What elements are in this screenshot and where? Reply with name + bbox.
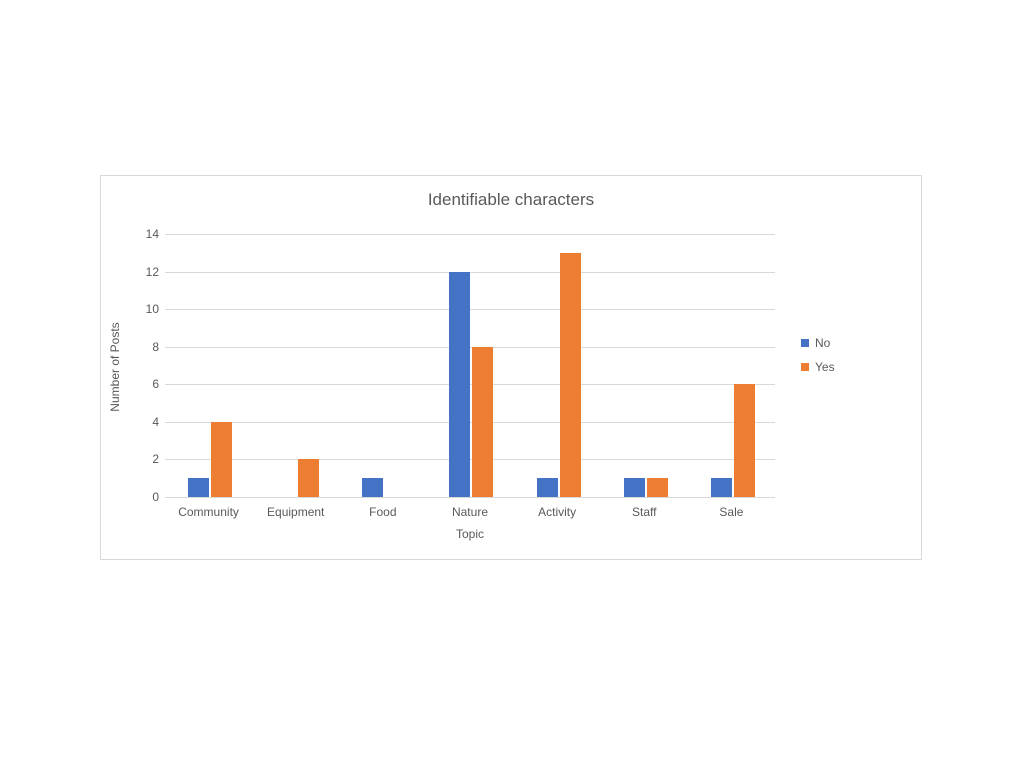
legend-item-no: No (801, 336, 835, 350)
gridline (165, 497, 775, 498)
x-tick-label: Staff (601, 505, 688, 519)
y-tick-label: 12 (129, 265, 159, 279)
bar-no (711, 478, 732, 497)
bar-yes (560, 253, 581, 497)
y-tick-label: 8 (129, 340, 159, 354)
bar-yes (734, 384, 755, 497)
bar-no (449, 272, 470, 497)
bar-no (624, 478, 645, 497)
bar-yes (647, 478, 668, 497)
y-axis-title: Number of Posts (108, 297, 122, 437)
bar-yes (298, 459, 319, 497)
chart-title: Identifiable characters (101, 190, 921, 210)
x-tick-label: Sale (688, 505, 775, 519)
legend: No Yes (801, 336, 835, 374)
x-tick-label: Equipment (252, 505, 339, 519)
legend-label: No (815, 336, 830, 350)
x-tick-label: Nature (426, 505, 513, 519)
plot-area (165, 234, 775, 497)
legend-item-yes: Yes (801, 360, 835, 374)
y-tick-label: 0 (129, 490, 159, 504)
y-tick-label: 2 (129, 452, 159, 466)
y-tick-label: 14 (129, 227, 159, 241)
bar-no (537, 478, 558, 497)
x-tick-label: Community (165, 505, 252, 519)
gridline (165, 234, 775, 235)
legend-swatch (801, 363, 809, 371)
x-tick-label: Food (339, 505, 426, 519)
canvas: Identifiable characters Number of Posts … (0, 0, 1024, 768)
legend-label: Yes (815, 360, 835, 374)
bar-no (188, 478, 209, 497)
bar-no (362, 478, 383, 497)
y-tick-label: 6 (129, 377, 159, 391)
chart-frame: Identifiable characters Number of Posts … (100, 175, 922, 560)
bar-yes (472, 347, 493, 497)
y-tick-label: 4 (129, 415, 159, 429)
x-tick-label: Activity (514, 505, 601, 519)
y-tick-label: 10 (129, 302, 159, 316)
x-axis-title: Topic (165, 527, 775, 541)
bar-yes (211, 422, 232, 497)
legend-swatch (801, 339, 809, 347)
